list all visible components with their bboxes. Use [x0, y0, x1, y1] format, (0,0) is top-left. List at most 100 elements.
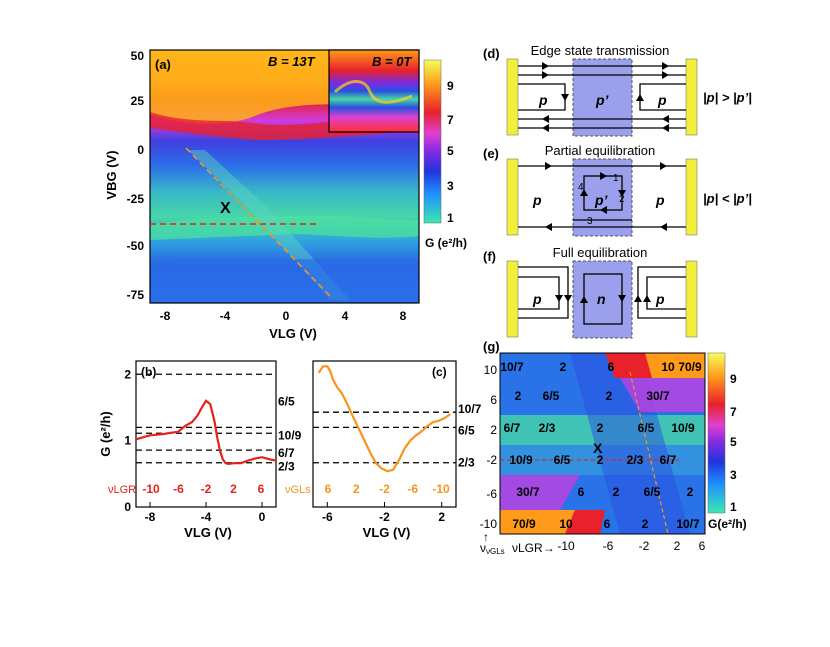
g-cell-5-4: 10/7 — [676, 517, 700, 531]
d-mid-filling: p’ — [595, 92, 610, 108]
ref-label-c-1: 6/5 — [458, 423, 475, 437]
g-col-tick-2: 2 — [674, 539, 681, 553]
xtick-a-0: 0 — [283, 309, 290, 323]
g-col-tick-m2: -2 — [639, 539, 650, 553]
ytick-a-25: 25 — [131, 94, 145, 108]
g-row-tick-m6: -6 — [486, 487, 497, 501]
map-g-red-upper — [605, 353, 652, 378]
g-row-tick-2: 2 — [490, 423, 497, 437]
g-cell-0-2: 6 — [608, 360, 615, 374]
colorbar-a-ticks: 9 7 5 3 1 — [447, 79, 454, 225]
inset-field-label: B = 0T — [372, 54, 412, 69]
g-cell-3-3: 2/3 — [627, 453, 644, 467]
map-g-red-lower — [565, 510, 605, 534]
panel-a-yticks: 50 25 0 -25 -50 -75 — [127, 49, 145, 302]
colorbar-g — [707, 352, 726, 514]
g-cell-5-3: 2 — [642, 517, 649, 531]
g-cell-5-2: 6 — [604, 517, 611, 531]
panel-a-label: (a) — [155, 57, 171, 72]
g-cell-3-1: 6/5 — [554, 453, 571, 467]
g-cell-0-1: 2 — [560, 360, 567, 374]
contact-left-f — [506, 260, 519, 338]
map-g-hot-lower — [500, 510, 575, 534]
contact-right-e — [685, 158, 698, 236]
g-cell-4-3: 6/5 — [644, 485, 661, 499]
cbar-a-3: 3 — [447, 179, 454, 193]
g-cell-2-4: 10/9 — [671, 421, 695, 435]
panel-g: (g) X 10/7 2 6 10 70/92 6/5 2 30/76/7 2/3 2 6/5 10/… — [480, 339, 747, 556]
series-line-b — [135, 399, 277, 466]
ref-label-c-0: 10/7 — [458, 402, 482, 416]
ytick-a-m25: -25 — [127, 192, 145, 206]
ytick-label-b-2: 2 — [124, 367, 131, 381]
map-a-feature-green — [150, 215, 419, 240]
panel-d: (d) Edge state transmission p p’ p |p| >… — [483, 43, 752, 137]
f-right-filling: p — [655, 291, 665, 307]
xtick-label-b-1: -4 — [201, 510, 212, 524]
map-g-border — [499, 352, 706, 535]
panel-a-xlabel: VLG (V) — [269, 326, 317, 341]
filling-value-b-1: -6 — [173, 482, 184, 496]
d-condition: |p| > |p’| — [703, 90, 752, 105]
cbar-g-7: 7 — [730, 405, 737, 419]
contact-left-e — [506, 158, 519, 236]
e-edge-3: 3 — [587, 216, 593, 227]
map-a-border — [149, 49, 420, 304]
g-col-tick-6: 6 — [699, 539, 706, 553]
g-cell-1-3: 30/7 — [646, 389, 670, 403]
g-cell-2-3: 6/5 — [638, 421, 655, 435]
xtick-a-m8: -8 — [160, 309, 171, 323]
filling-value-c-4: -10 — [432, 482, 450, 496]
g-cell-4-1: 6 — [578, 485, 585, 499]
g-cell-0-4: 70/9 — [678, 360, 702, 374]
panel-f: (f) Full equilibration p n p — [483, 245, 698, 339]
panel-a: X B = 0T (a) B = 13T 50 25 0 -25 -50 -75… — [104, 49, 467, 341]
gate-region-d — [572, 58, 633, 137]
e-mid-filling: p’ — [594, 192, 609, 208]
filling-label-b: νLGR — [108, 484, 136, 496]
panel-a-ylabel: VBG (V) — [104, 150, 119, 199]
xtick-label-c-0: -6 — [322, 510, 333, 524]
panel-c: (c) 10/7 6/5 2/3 -6 -2 2 VLG (V) νGLs 6 2 -2 -6 -10 — [285, 360, 482, 540]
panel-d-title: Edge state transmission — [531, 43, 670, 58]
map-g-purple-lower — [500, 475, 580, 510]
map-g-cross-mark: X — [593, 440, 603, 456]
map-a-orange-guide — [185, 147, 331, 297]
f-left-filling: p — [532, 291, 542, 307]
xlabel-b: VLG (V) — [184, 525, 232, 540]
g-cell-4-0: 30/7 — [516, 485, 540, 499]
g-col-tick-m10: -10 — [557, 539, 575, 553]
g-cell-3-4: 6/7 — [660, 453, 677, 467]
g-col-tick-m6: -6 — [603, 539, 614, 553]
g-row-tick-m2: -2 — [486, 453, 497, 467]
map-a-feature-blue — [150, 258, 419, 303]
xtick-a-m4: -4 — [220, 309, 231, 323]
ytick-a-m50: -50 — [127, 239, 145, 253]
xtick-label-c-2: 2 — [438, 510, 445, 524]
ytick-label-b-1: 1 — [124, 434, 131, 448]
xtick-a-4: 4 — [342, 309, 349, 323]
panel-e-title: Partial equilibration — [545, 143, 656, 158]
e-edge-4: 4 — [578, 182, 584, 193]
g-cell-3-2: 2 — [597, 453, 604, 467]
xtick-label-c-1: -2 — [379, 510, 390, 524]
g-cell-2-0: 6/7 — [504, 421, 521, 435]
ylabel-b: G (e²/h) — [98, 411, 113, 457]
xtick-label-b-0: -8 — [145, 510, 156, 524]
e-left-filling: p — [532, 192, 542, 208]
colorbar-g-label: G(e²/h) — [708, 517, 747, 531]
f-mid-filling: n — [597, 291, 606, 307]
filling-value-c-0: 6 — [325, 482, 332, 496]
g-cell-1-1: 6/5 — [543, 389, 560, 403]
filling-label-c: νGLs — [285, 484, 311, 496]
colorbar-a — [423, 59, 442, 224]
ref-label-c-2: 2/3 — [458, 456, 475, 470]
map-g-purple-upper — [620, 378, 705, 412]
inset-map — [328, 49, 420, 133]
ref-label-b-4: 2/3 — [278, 460, 295, 474]
ref-label-b-1: 6/5 — [278, 394, 295, 408]
inset-feature — [333, 80, 413, 104]
xtick-label-b-2: 0 — [259, 510, 266, 524]
ytick-label-b-0: 0 — [124, 500, 131, 514]
